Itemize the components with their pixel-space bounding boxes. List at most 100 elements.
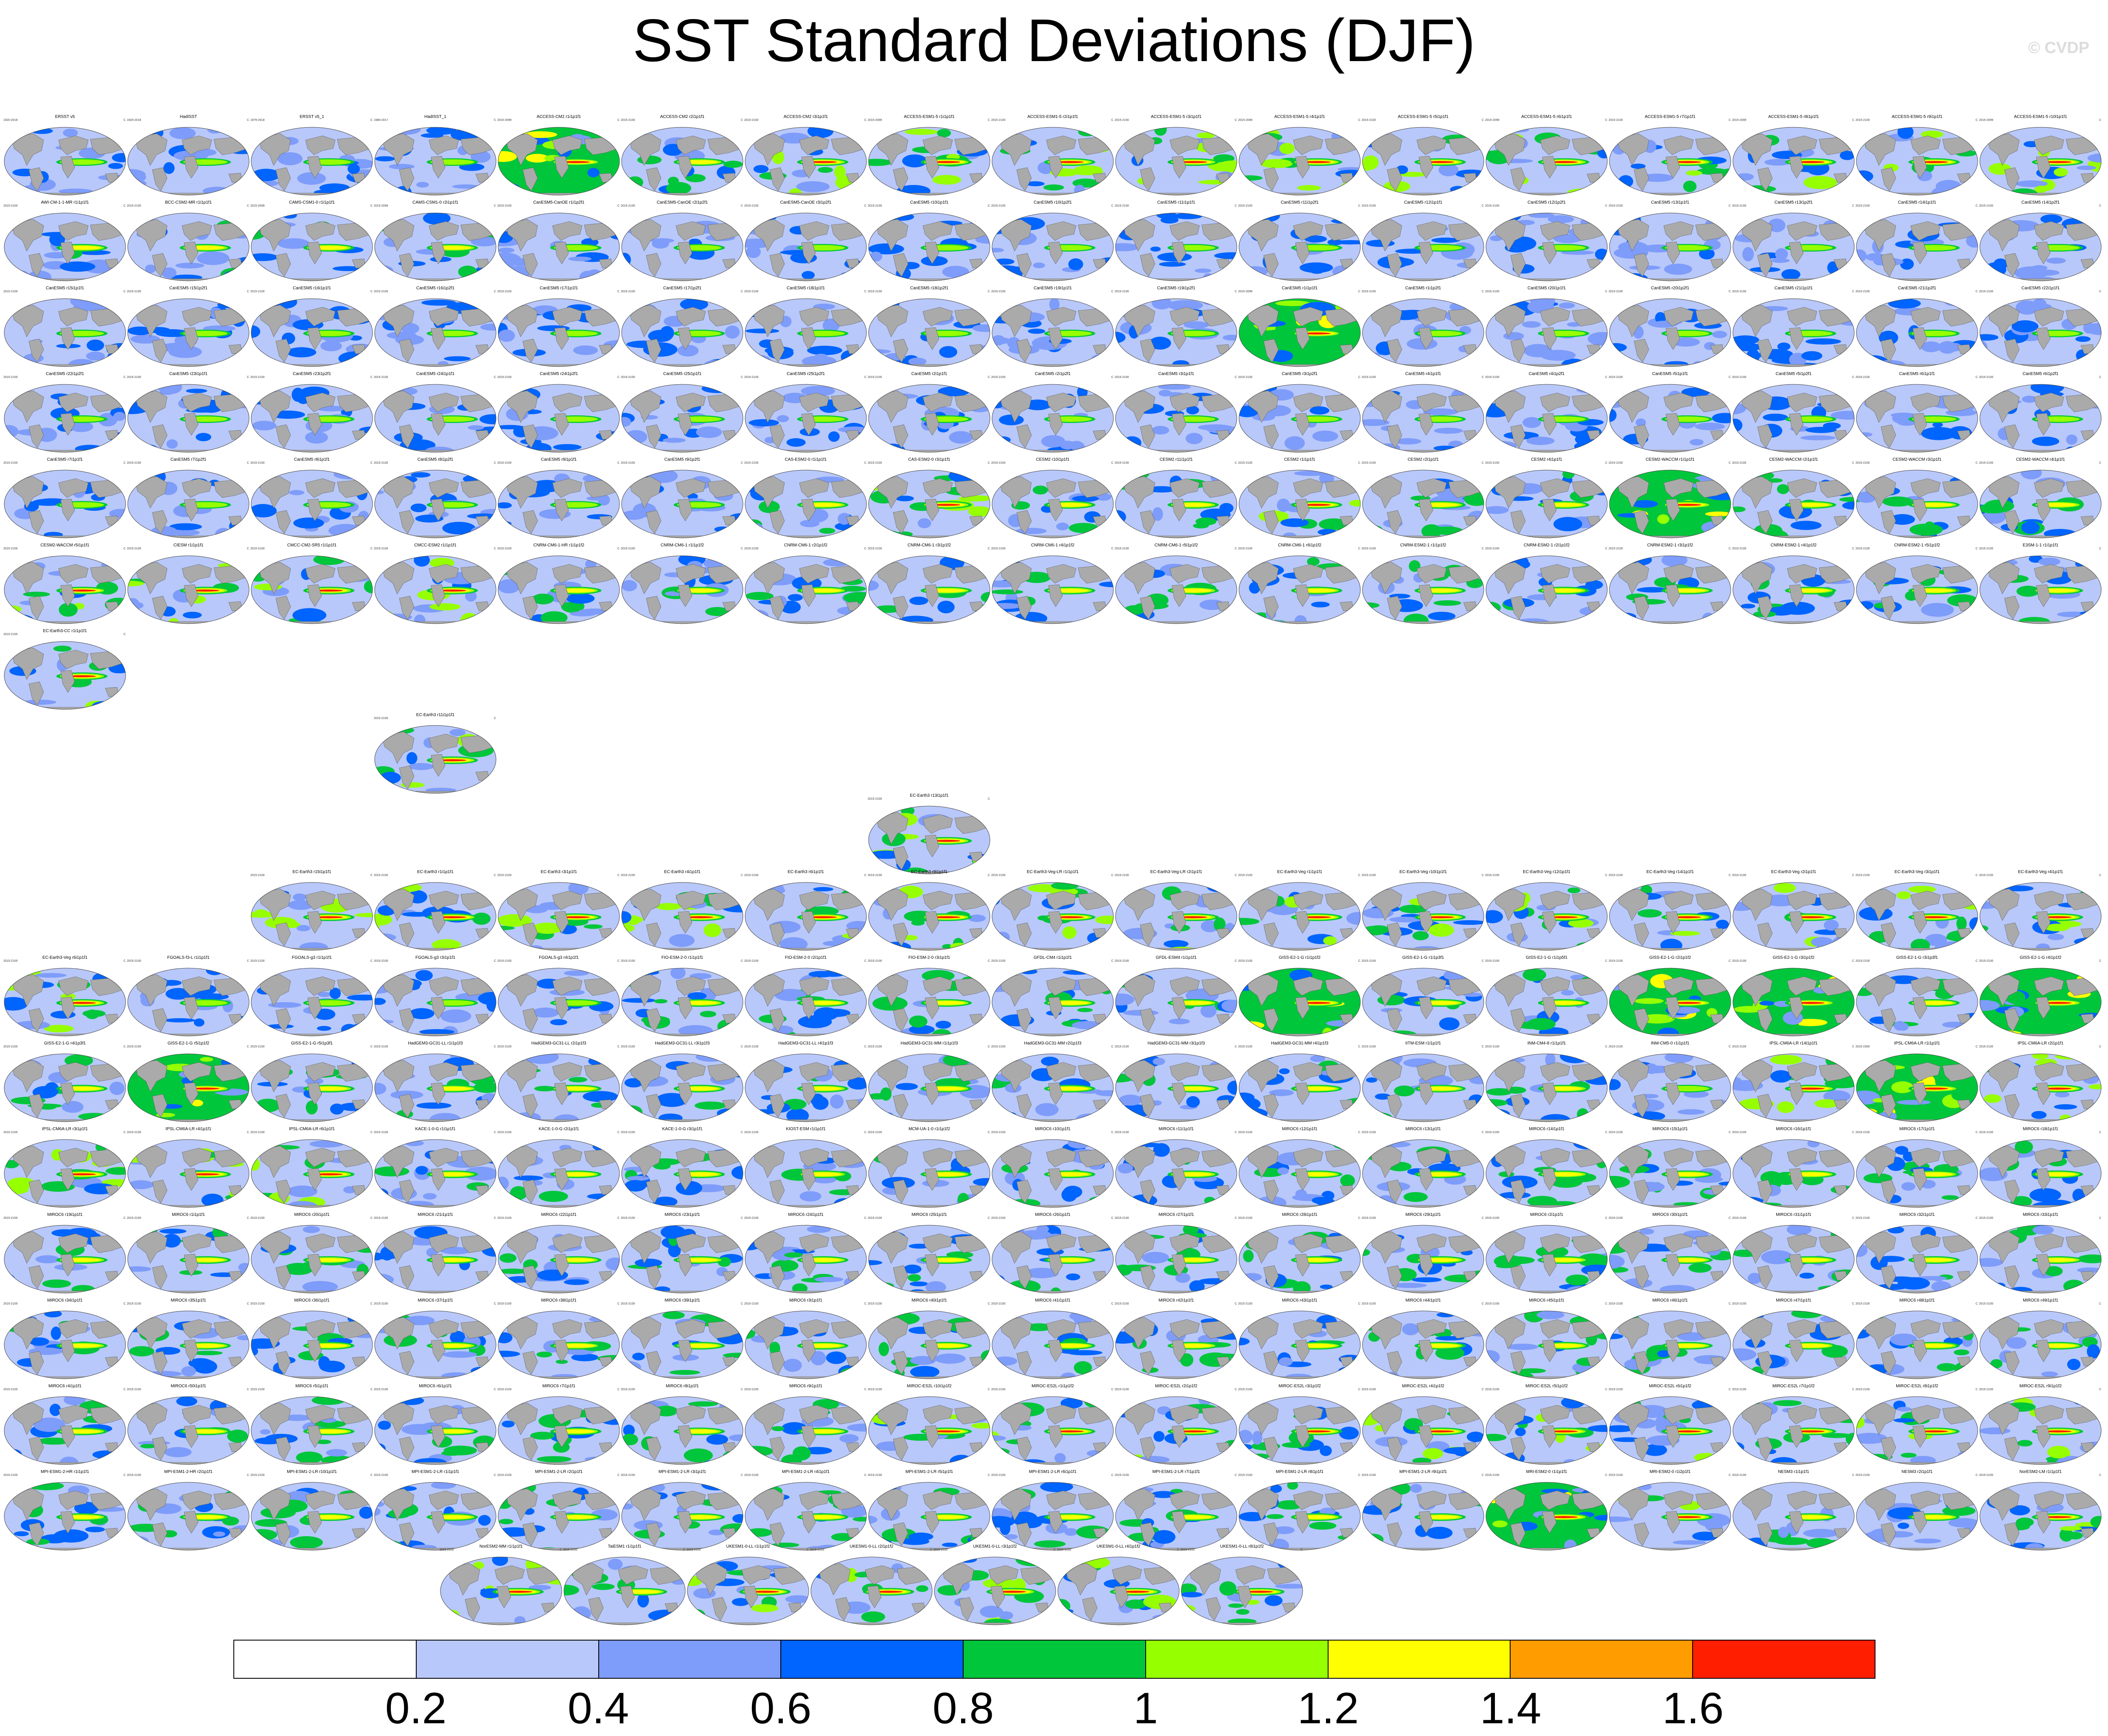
land-mass	[799, 221, 830, 241]
variance-patch	[1213, 154, 1235, 162]
map-outline	[127, 213, 249, 281]
panel-years: 2015-2100	[250, 1131, 265, 1134]
variance-patch	[414, 556, 430, 567]
variance-patch	[91, 1115, 121, 1122]
panel-unit: C	[617, 547, 620, 550]
panel-years: 2015-2100	[1732, 1045, 1746, 1048]
sst-std-map	[1239, 384, 1361, 453]
panel-title: CanESM5 r2i1p1f1	[911, 372, 947, 376]
land-mass	[431, 241, 446, 264]
map-panel: FIO-ESM-2-0 r3i1p1f1 2015-2100 C	[868, 955, 991, 1042]
sst-std-map	[1979, 213, 2102, 281]
variance-patch	[1735, 173, 1754, 181]
land-mass	[522, 424, 538, 448]
variance-patch	[289, 490, 305, 496]
variance-patch	[1775, 248, 1788, 260]
variance-patch	[1326, 968, 1356, 974]
map-panel: CESM2 r11i1p1f1 2015-2100 C	[1115, 457, 1238, 544]
variance-patch	[112, 153, 126, 162]
panel-unit: C	[740, 1045, 743, 1048]
land-mass	[501, 364, 617, 367]
panel-years: 2015-2100	[497, 1131, 512, 1134]
variance-patch	[1781, 269, 1800, 280]
variance-patch	[1119, 1095, 1142, 1106]
panel-years: 2015-2100	[1856, 547, 1870, 550]
enso-tongue	[562, 161, 590, 163]
panel-years: 2015-2100	[1115, 119, 1129, 122]
variance-patch	[160, 342, 195, 352]
land-mass	[646, 339, 662, 363]
sst-std-map	[1239, 127, 1361, 196]
map-panel: KACE-1-0-G r2i1p1f1 2015-2100 C	[497, 1127, 620, 1214]
panel-unit: C	[1111, 119, 1113, 122]
map-outline	[745, 298, 867, 367]
variance-patch	[1309, 267, 1325, 274]
variance-patch	[134, 444, 159, 452]
map-panel: HadGEM3-GC31-MM r2i1p1f3 2015-2100 C	[991, 1041, 1114, 1128]
land-mass	[1123, 219, 1155, 252]
sst-std-map	[1239, 1053, 1361, 1122]
panel-years: 2015-2100	[1979, 204, 1993, 207]
land-mass	[1140, 167, 1155, 191]
variance-patch	[1159, 262, 1186, 267]
variance-patch	[480, 323, 496, 331]
variance-patch	[1247, 445, 1261, 452]
variance-patch	[1122, 436, 1141, 449]
variance-patch	[1670, 931, 1700, 936]
land-mass	[1242, 278, 1357, 281]
variance-patch	[696, 426, 722, 438]
variance-patch	[1803, 176, 1837, 189]
land-mass	[1612, 621, 1728, 624]
land-mass	[305, 392, 336, 412]
variance-patch	[1938, 341, 1957, 354]
panel-unit: C	[1481, 547, 1484, 550]
land-mass	[676, 135, 706, 155]
panel-unit: C	[123, 204, 126, 207]
land-mass	[552, 221, 583, 241]
panel-years: 2015-2100	[497, 1045, 512, 1048]
variance-patch	[2028, 269, 2060, 276]
panel-years: 2015-2100	[1609, 960, 1623, 963]
variance-patch	[1856, 268, 1874, 277]
panel-title: CMCC-CM2-SR5 r1i1p1f1	[287, 543, 337, 548]
land-mass	[1634, 339, 1649, 363]
land-mass	[1983, 193, 2098, 195]
map-outline	[1115, 127, 1237, 196]
variance-patch	[1186, 406, 1199, 414]
map-outline	[868, 384, 990, 453]
variance-patch	[375, 780, 387, 785]
variance-patch	[1163, 940, 1189, 948]
panel-years: 2015-2100	[3, 376, 18, 379]
land-mass	[1140, 253, 1155, 277]
panel-title: EC-Earth3-CC r1i1p1f1	[43, 629, 87, 633]
panel-title: CanESM5 r16i1p2f1	[416, 286, 455, 291]
variance-patch	[747, 1195, 758, 1202]
panel-unit: C	[864, 874, 866, 877]
map-panel: CanESM5 r20i1p1f1 2015-2100 C	[1485, 286, 1608, 373]
map-panel: CanESM5 r13i1p1f1 2015-2100 C	[1609, 200, 1732, 287]
land-mass	[1787, 307, 1817, 327]
variance-patch	[225, 1194, 249, 1201]
land-mass	[182, 221, 212, 241]
panel-unit: C	[123, 547, 126, 550]
variance-patch	[498, 329, 515, 342]
sst-std-map	[1486, 298, 1608, 367]
map-panel: CESM2-WACCM r5i1p1f1 2015-2100 C	[3, 543, 126, 630]
panel-unit: C	[1852, 290, 1854, 293]
panel-unit: C	[123, 119, 126, 122]
variance-patch	[580, 1118, 608, 1122]
panel-unit: C	[740, 547, 743, 550]
land-mass	[1172, 327, 1186, 350]
land-mass	[552, 392, 583, 412]
panel-title: HadGEM3-GC31-LL r2i1p1f3	[531, 1041, 586, 1046]
map-panel: CESM2-WACCM r1i1p1f1 2015-2100 C	[1609, 457, 1732, 544]
panel-unit: C	[123, 290, 126, 293]
map-panel: CanESM5 r25i1p2f1 2015-2100 C	[744, 372, 867, 459]
panel-title: CAMS-CSM1-0 r1i1p1f1	[289, 200, 335, 205]
variance-patch	[375, 1166, 409, 1176]
sst-std-map	[621, 384, 743, 453]
panel-title: ERSST v5	[55, 115, 75, 119]
panel-unit: C	[1605, 462, 1607, 465]
enso-tongue	[1426, 161, 1454, 163]
land-mass	[184, 241, 199, 264]
